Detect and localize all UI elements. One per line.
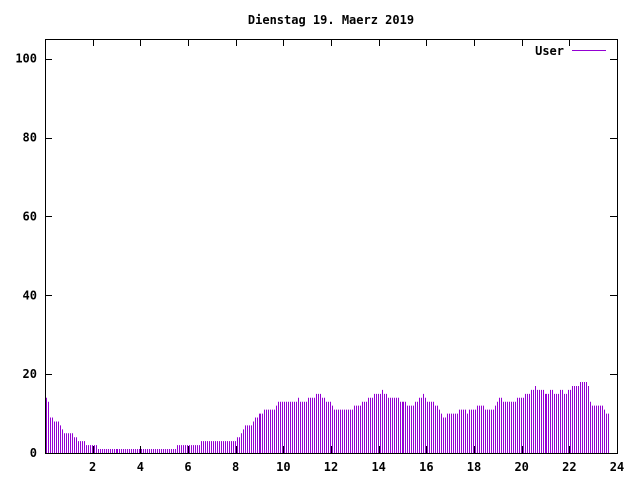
x-tick-label: 18: [467, 460, 481, 474]
y-tick-label: 80: [23, 131, 37, 145]
legend: User: [535, 44, 606, 58]
x-tick-label: 14: [371, 460, 385, 474]
x-tick-label: 10: [276, 460, 290, 474]
y-tick-label: 20: [23, 367, 37, 381]
x-tick-label: 20: [514, 460, 528, 474]
x-tick-label: 22: [562, 460, 576, 474]
y-tick-label: 0: [30, 446, 37, 460]
x-tick-label: 2: [89, 460, 96, 474]
x-tick-label: 4: [137, 460, 144, 474]
legend-label-user: User: [535, 44, 564, 58]
x-tick-label: 16: [419, 460, 433, 474]
chart-title: Dienstag 19. Maerz 2019: [248, 13, 414, 27]
x-tick-label: 8: [232, 460, 239, 474]
x-tick-label: 12: [324, 460, 338, 474]
y-tick-label: 40: [23, 288, 37, 302]
ticks-layer: [45, 39, 618, 454]
x-tick-label: 24: [610, 460, 624, 474]
y-tick-label: 60: [23, 209, 37, 223]
bars-layer: [46, 382, 609, 453]
y-tick-label: 100: [15, 52, 37, 66]
x-tick-label: 6: [184, 460, 191, 474]
